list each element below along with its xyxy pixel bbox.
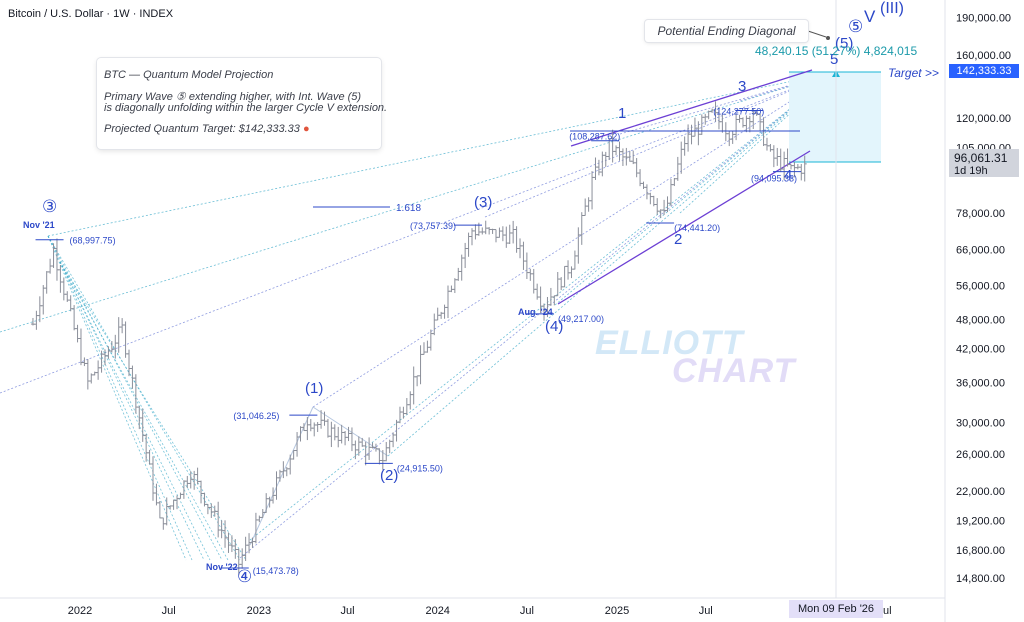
wave-label: 4	[784, 167, 792, 184]
wave-label: (5)	[835, 35, 853, 52]
pivot-price-label: (73,757.39)	[410, 221, 456, 231]
price-tick-label: 160,000.00	[956, 50, 1011, 62]
wave-connector	[249, 406, 314, 546]
time-tick-label: Jul	[520, 605, 534, 617]
wave-label: (1)	[305, 380, 323, 397]
price-tick-label: 26,000.00	[956, 449, 1005, 461]
fan-line	[47, 235, 223, 561]
target-price-tag: 142,333.33	[949, 64, 1019, 78]
annotation-line-3: Projected Quantum Target: $142,333.33 ●	[104, 123, 310, 135]
fan-line	[619, 71, 837, 135]
fan-line	[0, 71, 837, 333]
annotation-title: BTC — Quantum Model Projection	[104, 69, 274, 81]
wave-label: (3)	[474, 194, 492, 211]
time-tick-label: Jul	[699, 605, 713, 617]
pivot-price-label: (94,095.33)	[751, 174, 797, 184]
target-zone	[789, 72, 881, 162]
wave-label: ⑤	[848, 17, 863, 36]
candles	[30, 101, 807, 576]
wave-label: 2	[674, 231, 682, 248]
price-tick-label: 66,000.00	[956, 244, 1005, 256]
time-tick-label: 2023	[247, 605, 271, 617]
price-tick-label: 22,000.00	[956, 486, 1005, 498]
target-label: Target >>	[888, 66, 939, 80]
price-tick-label: 42,000.00	[956, 344, 1005, 356]
price-tick-label: 36,000.00	[956, 378, 1005, 390]
wave-label: 1	[618, 105, 626, 122]
current-price-value: 96,061.31	[954, 151, 1008, 165]
pivot-price-label: (49,217.00)	[558, 314, 604, 324]
wave-label: V	[864, 7, 876, 26]
time-tick-label: Jul	[162, 605, 176, 617]
time-tick-label: 2024	[425, 605, 449, 617]
price-tick-label: 48,000.00	[956, 314, 1005, 326]
watermark-elliott: ELLIOTT	[595, 324, 744, 362]
watermark-chart: CHART	[672, 352, 796, 390]
wave-markers	[35, 109, 801, 569]
price-tick-label: 190,000.00	[956, 12, 1011, 24]
price-tick-label: 56,000.00	[956, 281, 1005, 293]
fan-line	[312, 71, 837, 408]
pivot-price-label: (31,046.25)	[233, 411, 279, 421]
pivot-price-label: (124,277.50)	[713, 106, 764, 116]
pattern-pointer	[807, 30, 827, 38]
wedge-lower-line	[557, 150, 811, 305]
pivot-price-label: (74,441.20)	[674, 223, 720, 233]
pattern-pointer-dot	[826, 36, 830, 40]
fan-line	[739, 71, 837, 102]
fan-line	[0, 71, 837, 394]
wedge-upper-line	[570, 69, 813, 147]
current-price-tag: 96,061.31 1d 19h	[949, 149, 1019, 177]
fan-line	[239, 71, 837, 559]
price-tick-label: 78,000.00	[956, 208, 1005, 220]
price-axis[interactable]: 190,000.00160,000.00120,000.00105,000.00…	[956, 12, 1011, 585]
fan-line	[47, 235, 187, 561]
current-price-countdown: 1d 19h	[954, 165, 988, 177]
wave-label: 5	[830, 51, 838, 68]
pattern-label[interactable]: Potential Ending Diagonal	[645, 20, 808, 42]
fib-label: 1.618	[396, 203, 421, 214]
annotation-box[interactable]: BTC — Quantum Model Projection Primary W…	[97, 58, 387, 149]
crosshair-date-tag: Mon 09 Feb '26	[789, 600, 883, 618]
wave-label: (III)	[880, 0, 904, 17]
price-tick-label: 120,000.00	[956, 113, 1011, 125]
annotation-line-2: is diagonally unfolding within the large…	[104, 102, 388, 114]
price-labels: (68,997.75) (15,473.78) (31,046.25) (24,915…	[70, 106, 797, 576]
fan-line	[679, 71, 837, 214]
wave-label: ③	[42, 197, 57, 216]
pivot-price-label: (108,287.62)	[569, 132, 620, 142]
wave-label: Aug. '24	[518, 307, 553, 317]
fan-lines	[0, 71, 837, 561]
fan-line	[249, 71, 837, 541]
pivot-price-label: (15,473.78)	[253, 566, 299, 576]
time-axis[interactable]: 2022 Jul 2023 Jul 2024 Jul 2025 Jul Jul	[68, 605, 892, 617]
fan-line	[59, 261, 229, 561]
price-tick-label: 14,800.00	[956, 573, 1005, 585]
wave-label: ④	[237, 567, 252, 586]
wave-label: Nov '21	[23, 220, 55, 230]
time-tick-label: 2025	[605, 605, 629, 617]
time-tick-label: Jul	[341, 605, 355, 617]
price-tick-label: 19,200.00	[956, 516, 1005, 528]
target-pin-icon: ●	[302, 123, 310, 135]
price-tick-label: 30,000.00	[956, 418, 1005, 430]
price-tick-label: 16,800.00	[956, 545, 1005, 557]
pivot-price-label: (68,997.75)	[70, 236, 116, 246]
wave-label: 3	[738, 78, 746, 95]
chart-title: Bitcoin / U.S. Dollar · 1W · INDEX	[8, 8, 174, 20]
annotation-line-1: Primary Wave ⑤ extending higher, with In…	[104, 91, 362, 103]
measure-label: 48,240.15 (51.27%) 4,824,015	[755, 44, 917, 58]
wave-label: Nov '22	[206, 562, 238, 572]
time-tick-label: 2022	[68, 605, 92, 617]
fan-line	[484, 71, 837, 218]
wave-label: (2)	[380, 467, 398, 484]
wave-label: (4)	[545, 318, 563, 335]
pivot-price-label: (24,915.50)	[397, 463, 443, 473]
